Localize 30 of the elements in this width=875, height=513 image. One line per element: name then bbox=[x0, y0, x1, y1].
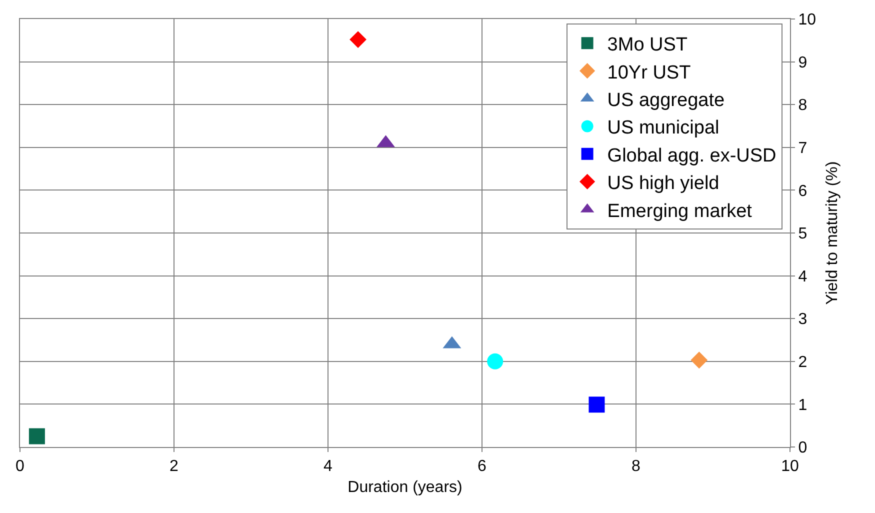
legend-label: Emerging market bbox=[607, 200, 753, 222]
y-tick-label: 3 bbox=[798, 311, 808, 328]
y-tick-label: 4 bbox=[798, 268, 808, 286]
x-tick-label: 4 bbox=[324, 458, 333, 476]
y-tick-label: 10 bbox=[798, 12, 816, 29]
legend-label: 10Yr UST bbox=[607, 62, 692, 84]
point bbox=[690, 352, 708, 369]
legend-label: US municipal bbox=[607, 118, 720, 139]
y-tick-label: 9 bbox=[798, 54, 808, 72]
y-tick-label: 7 bbox=[798, 140, 808, 157]
legend-label: 3Mo UST bbox=[607, 34, 688, 56]
point bbox=[487, 353, 504, 370]
x-tick-label: 8 bbox=[632, 458, 641, 476]
legend-label: US high yield bbox=[607, 173, 720, 194]
x-axis-title: Duration (years) bbox=[348, 478, 462, 496]
y-tick-label: 0 bbox=[798, 440, 808, 457]
y-tick-label: 8 bbox=[798, 97, 808, 114]
y-tick-label: 6 bbox=[798, 182, 808, 200]
x-tick-label: 6 bbox=[478, 458, 487, 476]
legend-label: Global agg. ex-USD bbox=[607, 145, 776, 166]
y-tick-label: 1 bbox=[798, 396, 808, 414]
y-tick-label: 5 bbox=[798, 226, 808, 243]
x-tick-label: 2 bbox=[170, 458, 179, 476]
x-tick-label: 0 bbox=[16, 458, 25, 476]
point bbox=[588, 396, 605, 413]
y-axis-title: Yield to maturity (%) bbox=[824, 161, 841, 305]
point bbox=[350, 31, 366, 48]
point bbox=[28, 428, 45, 444]
legend-label: US aggregate bbox=[607, 90, 725, 111]
y-tick-label: 2 bbox=[798, 354, 808, 371]
